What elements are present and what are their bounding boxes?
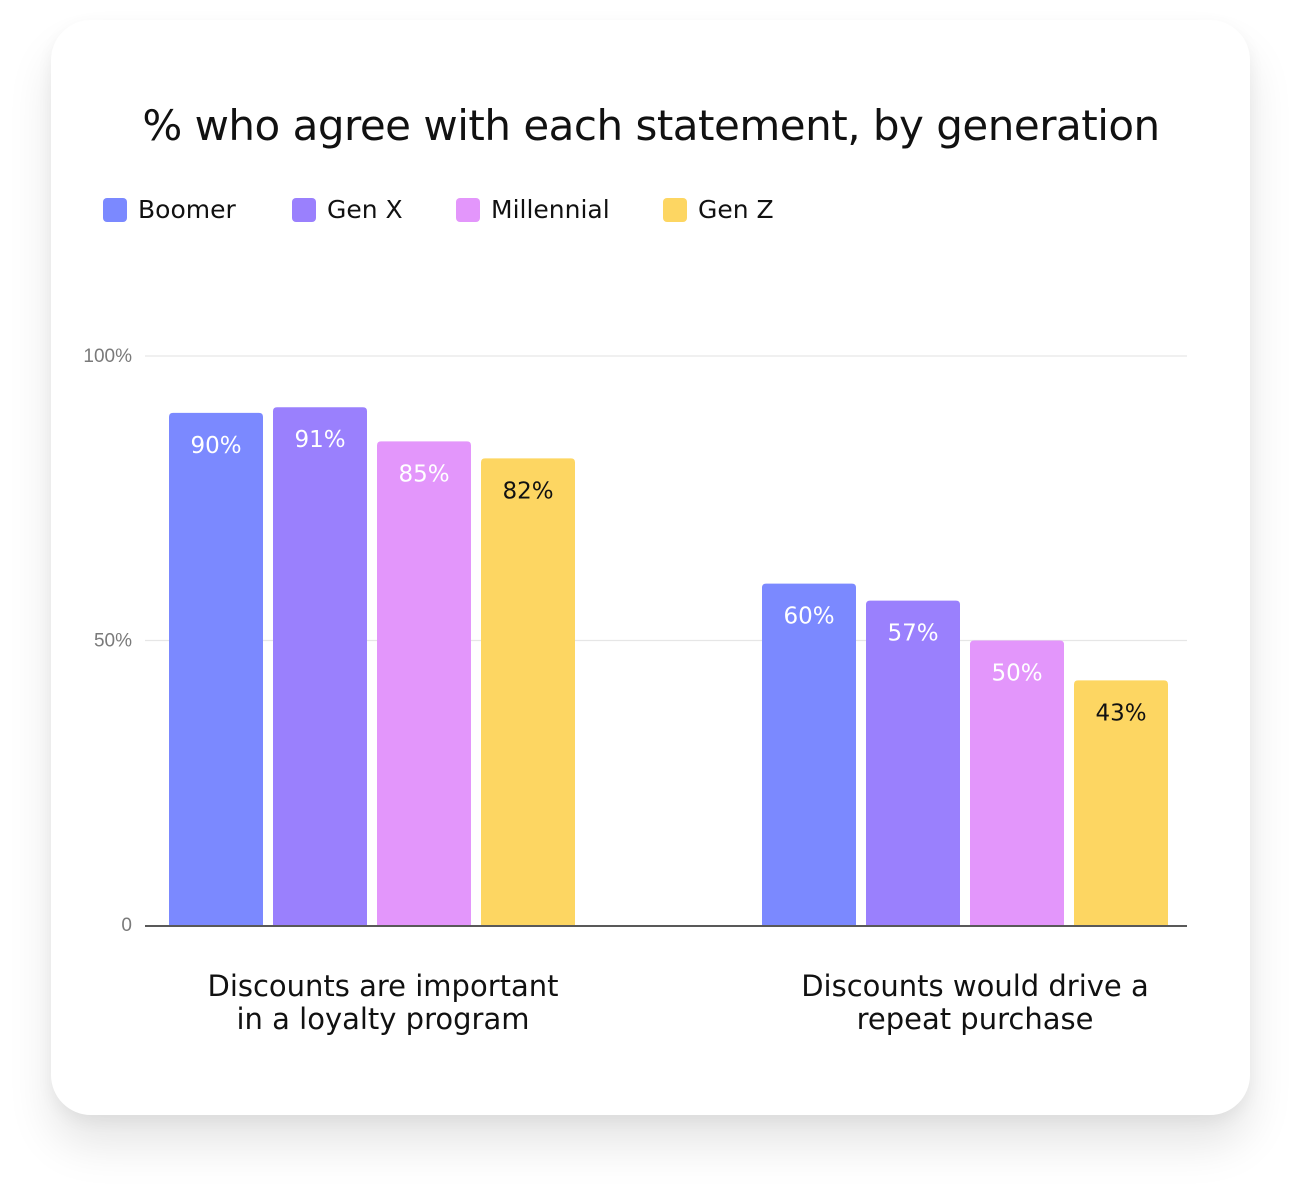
x-category-label: Discounts would drive a repeat purchase — [801, 969, 1149, 1036]
legend-swatch — [103, 198, 127, 222]
data-label: 85% — [398, 461, 449, 487]
chart-title: % who agree with each statement, by gene… — [142, 101, 1160, 150]
bar-boomer — [169, 412, 263, 925]
legend-swatch — [663, 198, 687, 222]
legend-swatch — [456, 198, 480, 222]
y-tick-label: 50% — [94, 631, 132, 652]
data-label: 57% — [887, 621, 938, 647]
y-tick-label: 100% — [83, 346, 132, 367]
data-label: 43% — [1095, 700, 1146, 726]
legend-label: Gen X — [327, 195, 403, 224]
bar-gen-z — [1074, 680, 1168, 925]
legend-label: Boomer — [138, 195, 236, 224]
data-label: 82% — [502, 478, 553, 504]
legend-swatch — [292, 198, 316, 222]
data-label: 91% — [294, 427, 345, 453]
data-label: 90% — [190, 433, 241, 459]
bar-gen-x — [866, 600, 960, 925]
bar-gen-z — [481, 458, 575, 925]
y-tick-label: 0 — [121, 915, 132, 936]
x-category-label: Discounts are important in a loyalty pro… — [207, 969, 559, 1036]
data-label: 60% — [783, 604, 834, 630]
data-label: 50% — [991, 661, 1042, 687]
legend-label: Millennial — [491, 195, 610, 224]
bar-millennial — [377, 441, 471, 925]
bar-boomer — [762, 583, 856, 925]
bar-gen-x — [273, 407, 367, 926]
bar-millennial — [970, 640, 1064, 925]
legend-label: Gen Z — [698, 195, 774, 224]
